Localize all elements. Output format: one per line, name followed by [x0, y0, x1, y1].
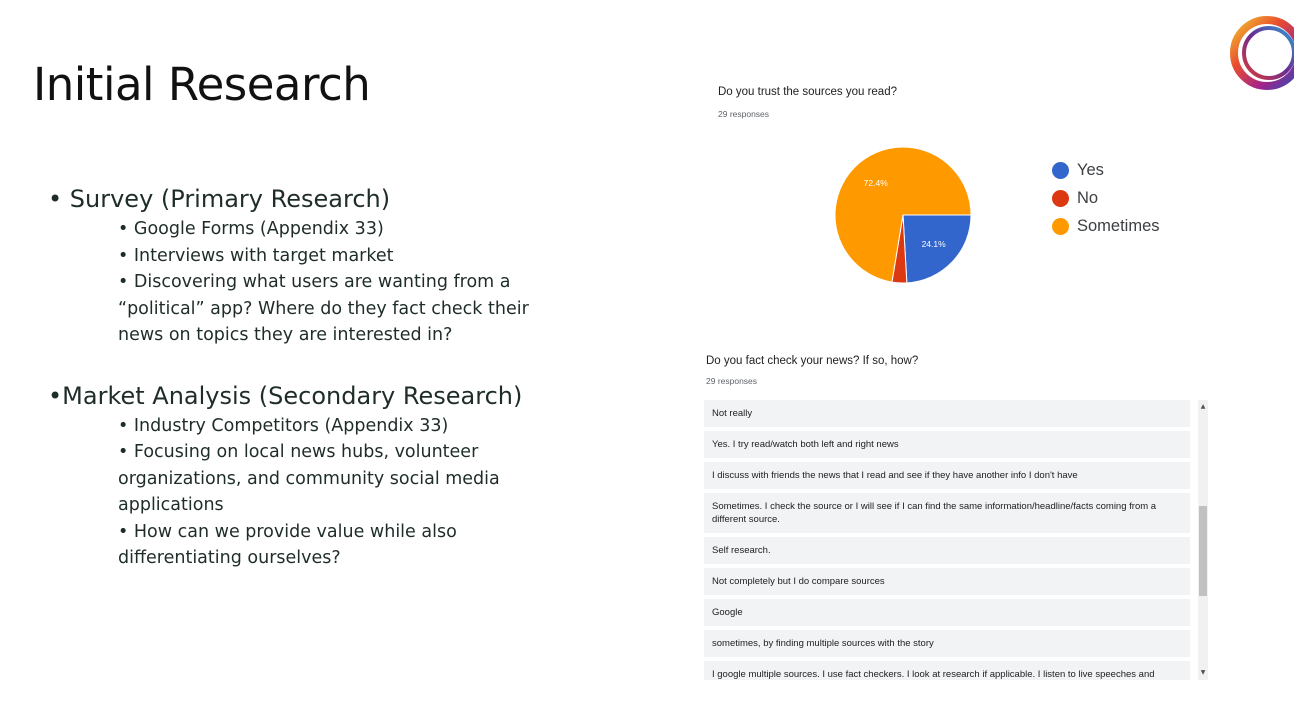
legend-item-yes: Yes: [1052, 156, 1160, 184]
list-item: I discuss with friends the news that I r…: [704, 462, 1190, 489]
list-item: Self research.: [704, 537, 1190, 564]
legend-swatch: [1052, 189, 1069, 207]
bullet-list: • Survey (Primary Research) • Google For…: [48, 182, 568, 572]
legend-item-no: No: [1052, 184, 1160, 212]
ring-logo-icon: [1230, 16, 1294, 90]
list-item: sometimes, by finding multiple sources w…: [704, 630, 1190, 657]
scroll-down-icon[interactable]: ▼: [1200, 669, 1206, 676]
question-title: Do you fact check your news? If so, how?: [706, 355, 919, 367]
sub-bullet: • Google Forms (Appendix 33): [118, 219, 384, 239]
legend-swatch: [1052, 217, 1069, 235]
response-count: 29 responses: [706, 376, 758, 386]
pie-data-label: 24.1%: [922, 239, 947, 249]
list-item: Yes. I try read/watch both left and righ…: [704, 431, 1190, 458]
sub-bullet: • Focusing on local news hubs, volunteer…: [118, 442, 500, 515]
response-count: 29 responses: [718, 109, 770, 119]
pie-data-label: 72.4%: [864, 178, 889, 188]
slide-title: Initial Research: [33, 58, 371, 111]
survey-chart-panel: Do you trust the sources you read? 29 re…: [700, 78, 1220, 298]
legend-label: Sometimes: [1077, 216, 1160, 235]
pie-chart: 24.1% 72.4%: [834, 146, 972, 284]
question-title: Do you trust the sources you read?: [718, 86, 897, 98]
scroll-up-icon[interactable]: ▲: [1200, 403, 1206, 410]
pie-slice-sometimes: [834, 146, 972, 283]
scrollbar[interactable]: ▲ ▼: [1198, 400, 1208, 680]
chart-legend: Yes No Sometimes: [1052, 156, 1160, 240]
list-item: Sometimes. I check the source or I will …: [704, 493, 1190, 533]
pie-slice-yes: [902, 214, 972, 284]
sub-bullet: • How can we provide value while also di…: [118, 521, 457, 569]
legend-swatch: [1052, 161, 1069, 179]
bullet-survey: • Survey (Primary Research): [48, 185, 391, 213]
list-item: Not completely but I do compare sources: [704, 568, 1190, 595]
legend-item-sometimes: Sometimes: [1052, 212, 1160, 240]
sub-bullet: • Interviews with target market: [118, 245, 394, 266]
scroll-thumb[interactable]: [1199, 506, 1207, 596]
legend-label: Yes: [1077, 160, 1104, 179]
bullet-market-analysis: •Market Analysis (Secondary Research): [48, 381, 523, 410]
survey-responses-panel: Do you fact check your news? If so, how?…: [700, 350, 1220, 685]
response-list[interactable]: Not really Yes. I try read/watch both le…: [704, 400, 1190, 680]
list-item: Google: [704, 599, 1190, 626]
list-item: Not really: [704, 400, 1190, 427]
legend-label: No: [1077, 188, 1099, 207]
sub-bullet: • Industry Competitors (Appendix 33): [118, 415, 449, 436]
list-item: I google multiple sources. I use fact ch…: [704, 661, 1190, 680]
sub-bullet: • Discovering what users are wanting fro…: [118, 272, 529, 345]
